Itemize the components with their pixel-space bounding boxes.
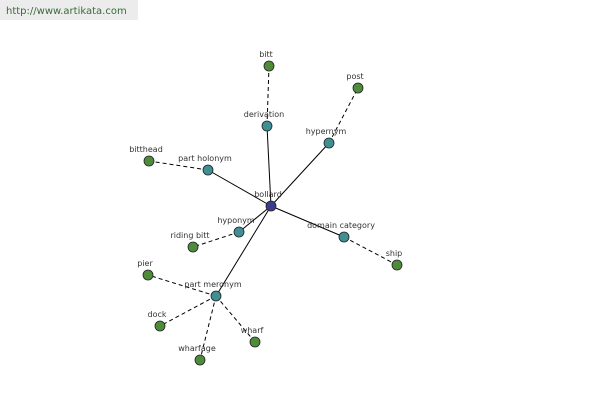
word-node	[263, 60, 275, 72]
word-node-label: post	[346, 72, 363, 81]
word-node-label: bitt	[259, 50, 273, 59]
target-edge	[148, 160, 209, 171]
word-node-label: dock	[147, 310, 166, 319]
word-node	[187, 241, 199, 253]
relation-node	[261, 120, 273, 132]
watermark: http://www.artikata.com	[6, 6, 127, 17]
word-node	[194, 354, 206, 366]
word-node	[154, 320, 166, 332]
word-node-label: ship	[386, 249, 403, 258]
relation-node-label: hypernym	[306, 127, 347, 136]
word-node-label: wharfage	[178, 344, 216, 353]
word-node	[143, 155, 155, 167]
word-node	[249, 336, 261, 348]
center-node-label: bollard	[254, 190, 282, 199]
target-edge	[199, 295, 217, 361]
target-edge	[215, 295, 256, 343]
target-edge	[192, 231, 240, 248]
target-edge	[159, 295, 217, 327]
target-edge	[343, 236, 398, 266]
center-node	[265, 200, 277, 212]
relation-node-label: hyponym	[217, 216, 255, 225]
relation-node	[233, 226, 245, 238]
word-node	[391, 259, 403, 271]
word-node	[352, 82, 364, 94]
word-node-label: riding bitt	[170, 231, 209, 240]
word-node-label: bitthead	[129, 145, 163, 154]
target-edge	[328, 87, 359, 144]
relation-node	[210, 290, 222, 302]
word-node-label: wharf	[241, 326, 264, 335]
word-node	[142, 269, 154, 281]
relation-edge	[238, 205, 272, 233]
target-edge	[147, 274, 217, 297]
relation-edge	[215, 205, 272, 297]
relation-node-label: part holonym	[178, 154, 232, 163]
relation-node-label: part meronym	[184, 280, 241, 289]
relation-edge	[270, 142, 330, 207]
relation-node-label: domain category	[307, 221, 375, 230]
relation-node	[202, 164, 214, 176]
watermark-bg	[0, 0, 138, 20]
relation-node	[323, 137, 335, 149]
relation-node	[338, 231, 350, 243]
target-edge	[266, 65, 270, 127]
relation-edge	[270, 205, 345, 238]
word-node-label: pier	[137, 259, 153, 268]
relation-node-label: derivation	[244, 110, 284, 119]
relation-edge	[266, 125, 272, 207]
relation-edge	[207, 169, 272, 207]
